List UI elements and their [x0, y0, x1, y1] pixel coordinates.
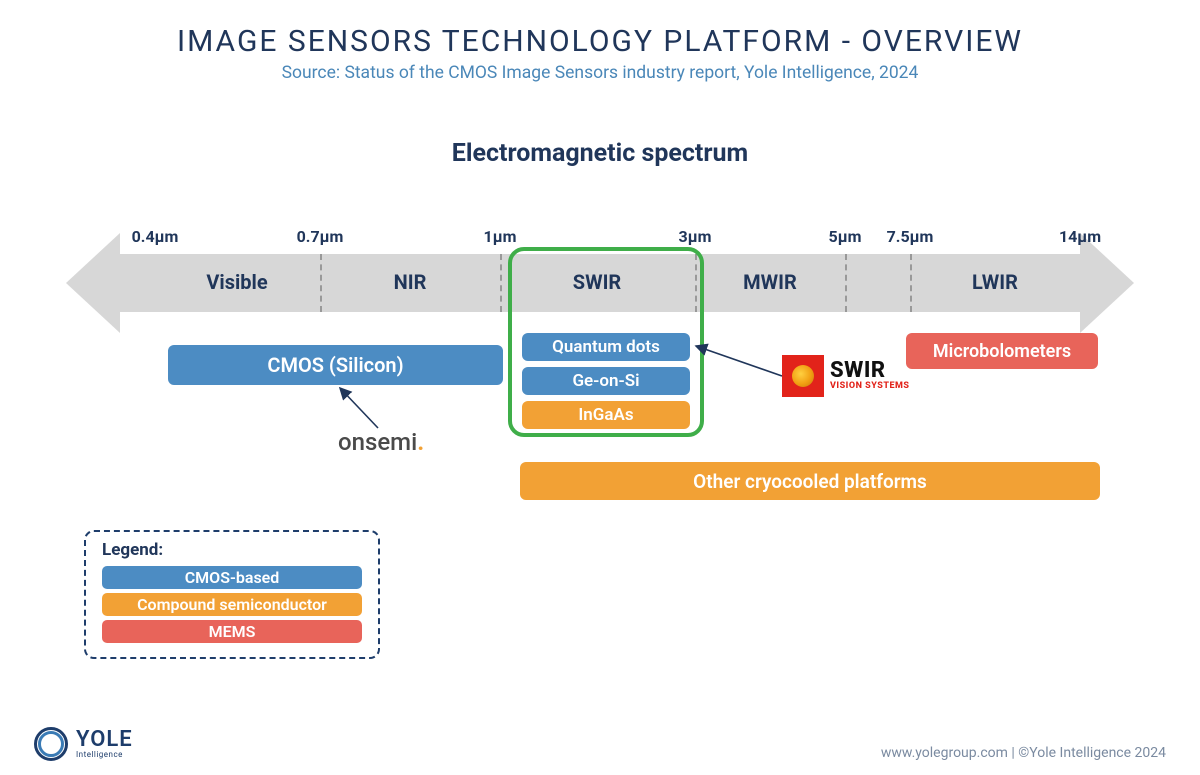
platform-ingaas: InGaAs: [522, 401, 690, 429]
onsemi-arrow: [340, 388, 378, 428]
yole-logo-brand: YOLE: [76, 730, 133, 751]
yole-logo-icon: [34, 727, 68, 761]
platform-ge-on-si: Ge-on-Si: [522, 367, 690, 395]
platform-quantum-dots: Quantum dots: [522, 333, 690, 361]
spectrum-tick-label: 0.7µm: [297, 227, 344, 246]
swir-vision-systems-logo: SWIR VISION SYSTEMS: [782, 355, 910, 397]
legend-item: Compound semiconductor: [102, 593, 362, 616]
spectrum-tick-line: [320, 254, 322, 312]
legend-title: Legend:: [102, 540, 362, 560]
swir-vs-arrow: [696, 346, 782, 376]
spectrum-arrow-left: [66, 233, 120, 333]
spectrum-tick-line: [500, 254, 502, 312]
footer-right-text: www.yolegroup.com | ©Yole Intelligence 2…: [881, 745, 1166, 761]
spectrum-tick-line: [845, 254, 847, 312]
spectrum-tick-label: 3µm: [679, 227, 712, 246]
footer: YOLE Intelligence www.yolegroup.com | ©Y…: [0, 727, 1200, 761]
diagram-stage: 0.4µm 0.7µm 1µm 3µm 5µm 7.5µm 14µm Visible NIR S…: [0, 0, 1200, 775]
spectrum-band-label: Visible: [206, 270, 267, 294]
platform-other-cryocooled: Other cryocooled platforms: [520, 462, 1100, 500]
spectrum-tick-line: [910, 254, 912, 312]
yole-logo-sub: Intelligence: [76, 751, 133, 759]
platform-cmos-silicon: CMOS (Silicon): [168, 345, 503, 385]
swir-vs-icon: [782, 355, 824, 397]
onsemi-logo: onsemi.: [338, 428, 424, 456]
legend-item: CMOS-based: [102, 566, 362, 589]
legend-items: CMOS-based Compound semiconductor MEMS: [102, 566, 362, 643]
swir-vs-brand-top: SWIR: [830, 361, 910, 381]
legend-box: Legend: CMOS-based Compound semiconductor…: [84, 530, 380, 659]
platform-microbolometers: Microbolometers: [906, 333, 1098, 369]
spectrum-tick-label: 0.4µm: [132, 227, 179, 246]
spectrum-band-label: MWIR: [743, 270, 797, 294]
spectrum-band-label: NIR: [394, 270, 427, 294]
spectrum-tick-label: 5µm: [829, 227, 862, 246]
spectrum-arrow-right: [1080, 233, 1134, 333]
swir-vs-brand-bottom: VISION SYSTEMS: [830, 381, 910, 391]
legend-item: MEMS: [102, 620, 362, 643]
spectrum-tick-label: 14µm: [1059, 227, 1101, 246]
spectrum-tick-label: 7.5µm: [887, 227, 934, 246]
yole-logo: YOLE Intelligence: [34, 727, 133, 761]
spectrum-band-label: LWIR: [972, 270, 1018, 294]
onsemi-text: onsemi: [338, 428, 417, 456]
spectrum-tick-label: 1µm: [484, 227, 517, 246]
